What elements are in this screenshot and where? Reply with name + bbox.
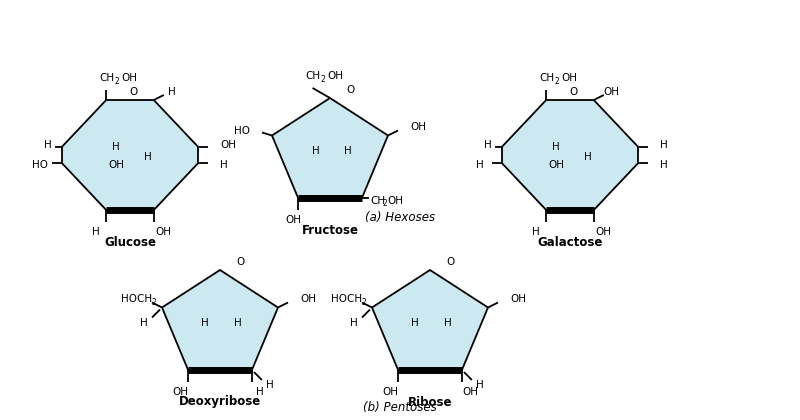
Text: HO: HO — [32, 160, 48, 170]
Text: OH: OH — [562, 73, 578, 83]
Text: OH: OH — [220, 140, 236, 150]
Text: CH: CH — [539, 73, 554, 83]
Text: Fructose: Fructose — [302, 223, 358, 236]
Text: O: O — [130, 87, 138, 97]
Text: H: H — [266, 380, 274, 390]
Text: OH: OH — [548, 160, 564, 170]
Text: OH: OH — [462, 387, 478, 397]
Text: CH: CH — [306, 71, 321, 81]
Text: H: H — [220, 160, 228, 170]
Text: O: O — [446, 257, 454, 267]
Text: H: H — [201, 318, 209, 328]
Text: H: H — [344, 146, 352, 156]
Text: OH: OH — [387, 196, 403, 206]
Text: OH: OH — [510, 294, 526, 304]
Text: 2: 2 — [362, 298, 366, 307]
Text: Glucose: Glucose — [104, 236, 156, 249]
Polygon shape — [62, 100, 198, 210]
Text: OH: OH — [382, 387, 398, 397]
Text: OH: OH — [172, 387, 188, 397]
Text: O: O — [236, 257, 245, 267]
Text: H: H — [552, 142, 560, 152]
Polygon shape — [162, 270, 278, 370]
Text: 2: 2 — [321, 74, 326, 84]
Text: 2: 2 — [114, 76, 119, 86]
Text: H: H — [584, 152, 592, 162]
Text: H: H — [144, 152, 152, 162]
Text: O: O — [570, 87, 578, 97]
Text: HO: HO — [234, 126, 250, 136]
Text: O: O — [346, 85, 354, 95]
Text: H: H — [484, 140, 492, 150]
Text: OH: OH — [328, 71, 344, 81]
Text: OH: OH — [122, 73, 138, 83]
Text: H: H — [476, 160, 484, 170]
Text: H: H — [234, 318, 242, 328]
Text: OH: OH — [410, 123, 426, 132]
Text: 2: 2 — [152, 298, 157, 307]
Text: H: H — [92, 227, 100, 237]
Text: 2: 2 — [554, 76, 559, 86]
Text: (a) Hexoses: (a) Hexoses — [365, 212, 435, 225]
Text: H: H — [168, 87, 176, 97]
Text: H: H — [476, 380, 484, 390]
Text: H: H — [312, 146, 320, 156]
Text: H: H — [532, 227, 540, 237]
Text: Deoxyribose: Deoxyribose — [179, 396, 261, 409]
Polygon shape — [272, 98, 388, 198]
Text: H: H — [112, 142, 120, 152]
Text: OH: OH — [285, 215, 301, 225]
Text: OH: OH — [604, 87, 620, 97]
Text: H: H — [660, 140, 668, 150]
Text: HOCH: HOCH — [331, 294, 362, 304]
Text: H: H — [411, 318, 419, 328]
Text: HOCH: HOCH — [121, 294, 152, 304]
Polygon shape — [372, 270, 488, 370]
Text: OH: OH — [300, 294, 316, 304]
Text: OH: OH — [596, 227, 612, 237]
Text: Ribose: Ribose — [408, 396, 452, 409]
Text: (b) Pentoses: (b) Pentoses — [363, 402, 437, 415]
Text: OH: OH — [108, 160, 124, 170]
Text: H: H — [660, 160, 668, 170]
Text: CH: CH — [370, 196, 385, 206]
Text: H: H — [444, 318, 452, 328]
Text: H: H — [256, 387, 264, 397]
Text: OH: OH — [156, 227, 172, 237]
Text: H: H — [140, 318, 148, 328]
Text: 2: 2 — [383, 200, 388, 208]
Text: H: H — [44, 140, 52, 150]
Text: H: H — [350, 318, 358, 328]
Text: Galactose: Galactose — [538, 236, 602, 249]
Polygon shape — [502, 100, 638, 210]
Text: CH: CH — [99, 73, 114, 83]
